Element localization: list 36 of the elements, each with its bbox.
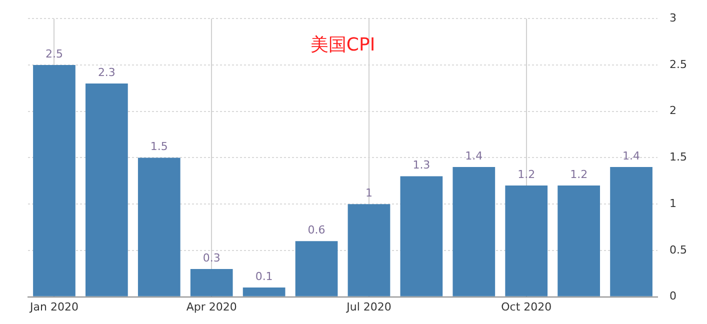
data-label: 1.2 <box>518 168 536 181</box>
x-tick-label: Apr 2020 <box>186 300 237 314</box>
bar <box>295 241 338 296</box>
data-label: 2.3 <box>98 66 116 79</box>
y-tick-label: 1 <box>670 196 677 210</box>
data-label: 0.6 <box>308 224 326 237</box>
y-tick-label: 0.5 <box>670 243 688 256</box>
bar <box>558 186 600 296</box>
x-tick-label: Oct 2020 <box>501 300 552 314</box>
x-tick-label: Jan 2020 <box>29 300 78 314</box>
bar <box>138 158 180 296</box>
bar <box>33 64 76 296</box>
data-label: 1.3 <box>412 158 430 172</box>
bar <box>452 166 496 296</box>
data-label: 1.4 <box>622 149 640 162</box>
y-tick-label: 1.5 <box>670 150 688 164</box>
y-tick-label: 3 <box>670 11 677 24</box>
x-tick-label: Jul 2020 <box>346 300 392 314</box>
data-label: 1.4 <box>465 149 483 162</box>
bar <box>610 166 652 296</box>
data-label: 0.1 <box>255 270 273 283</box>
bar <box>242 288 286 296</box>
bar <box>86 84 128 296</box>
y-tick-label: 2 <box>670 104 677 118</box>
data-label: 1.2 <box>570 168 588 181</box>
y-tick-label: 2.5 <box>670 58 688 71</box>
text: 美国CPI <box>310 34 376 56</box>
bar <box>190 268 233 296</box>
bar <box>348 204 390 296</box>
bar <box>505 186 548 296</box>
y-tick-label: 0 <box>670 290 677 303</box>
data-label: 1.5 <box>150 140 168 154</box>
data-label: 1 <box>365 186 372 200</box>
bar <box>400 176 443 296</box>
data-label: 2.5 <box>45 47 63 60</box>
data-label: 0.3 <box>202 251 220 264</box>
